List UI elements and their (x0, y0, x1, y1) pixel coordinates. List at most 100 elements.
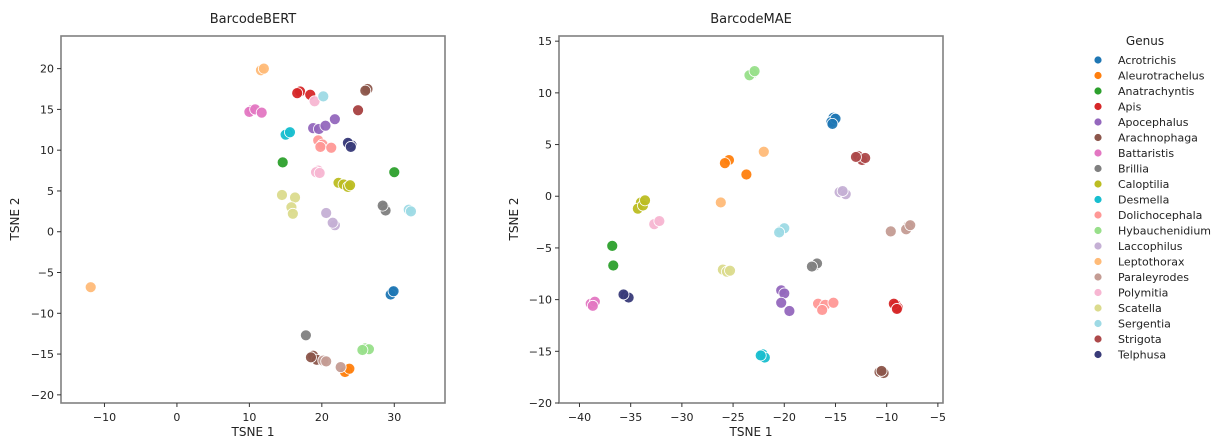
point-paraleyrodes (334, 361, 347, 374)
legend-marker-telphusa (1094, 350, 1102, 359)
point-paraleyrodes (904, 219, 917, 232)
y-axis-label: TSNE 2 (8, 198, 22, 242)
x-tick-label: 10 (242, 411, 256, 424)
y-tick-label: 15 (538, 35, 552, 48)
y-tick-label: −20 (31, 389, 54, 402)
point-desmella (284, 126, 296, 139)
point-apis (891, 303, 903, 315)
legend-label-anatrachyntis: Anatrachyntis (1118, 85, 1195, 98)
y-tick-label: 5 (47, 185, 54, 198)
point-anatrachyntis (276, 156, 289, 169)
legend-label-dolichocephala: Dolichocephala (1118, 209, 1202, 222)
legend: Genus Acrotrichis Aleurotrachelus Anatrach… (1094, 34, 1211, 362)
point-strigota (850, 151, 862, 163)
x-tick-label: 30 (387, 411, 401, 424)
legend-label-apis: Apis (1118, 101, 1142, 114)
point-telphusa (344, 141, 357, 153)
y-tick-label: 0 (47, 226, 54, 239)
legend-marker-strigota (1094, 335, 1102, 343)
x-tick-label: −20 (773, 411, 796, 424)
legend-marker-leptothorax (1094, 257, 1102, 266)
point-leptothorax (757, 145, 770, 158)
point-laccophilus (836, 185, 849, 197)
point-aleurotrachelus (740, 168, 753, 181)
y-tick-label: −10 (529, 294, 552, 307)
legend-label-hybauchenidium: Hybauchenidium (1118, 225, 1211, 238)
point-laccophilus (320, 207, 333, 219)
x-tick-label: −5 (930, 411, 946, 424)
y-tick-label: 20 (40, 63, 54, 76)
legend-marker-paraleyrodes (1094, 273, 1102, 281)
point-leptothorax (257, 62, 270, 75)
legend-marker-desmella (1094, 195, 1102, 204)
legend-marker-aleurotrachelus (1094, 71, 1102, 80)
x-tick-label: −40 (568, 411, 591, 424)
point-arachnophaga (305, 351, 317, 364)
y-axis-ticks: −20 −15 −10 −5 0 5 10 15 20 (31, 63, 61, 402)
legend-title: Genus (1126, 34, 1164, 48)
point-telphusa (617, 288, 630, 301)
point-anatrachyntis (388, 166, 401, 179)
legend-label-strigota: Strigota (1118, 333, 1162, 346)
legend-marker-polymitia (1094, 288, 1102, 297)
point-dolichocephala (827, 296, 840, 309)
scatter-points (584, 65, 917, 379)
x-axis-ticks: −10 0 10 20 30 (93, 403, 401, 424)
y-tick-label: 10 (538, 87, 552, 100)
point-apis (291, 87, 304, 99)
y-axis-ticks: −20 −15 −10 −5 0 5 10 15 (529, 35, 559, 410)
point-anatrachyntis (607, 259, 620, 272)
point-apocephalus (328, 113, 341, 126)
x-axis-ticks: −40 −35 −30 −25 −20 −15 −10 −5 (568, 403, 946, 424)
y-tick-label: −10 (31, 307, 54, 320)
legend-label-leptothorax: Leptothorax (1118, 256, 1185, 269)
x-tick-label: 0 (173, 411, 180, 424)
point-scatella (289, 191, 301, 204)
point-apocephalus (783, 305, 796, 317)
point-dolichocephala (816, 304, 829, 316)
y-tick-label: −15 (31, 348, 54, 361)
y-tick-label: −5 (38, 267, 54, 280)
point-sergentia (405, 205, 417, 218)
point-arachnophaga (359, 84, 372, 97)
y-tick-label: 15 (40, 103, 54, 116)
point-polymitia (313, 167, 326, 179)
x-tick-label: 20 (315, 411, 329, 424)
legend-label-desmella: Desmella (1118, 194, 1169, 207)
point-battaristis (586, 299, 599, 312)
y-tick-label: −5 (536, 242, 552, 255)
legend-label-paraleyrodes: Paraleyrodes (1118, 271, 1189, 284)
legend-marker-laccophilus (1094, 242, 1102, 250)
y-tick-label: −15 (529, 345, 552, 358)
point-brillia (806, 260, 818, 273)
point-battaristis (255, 106, 268, 119)
point-acrotrichis (826, 117, 839, 130)
point-caloptilia (639, 194, 651, 207)
x-tick-label: −10 (93, 411, 116, 424)
legend-marker-arachnophaga (1094, 133, 1102, 142)
point-brillia (376, 199, 389, 212)
y-tick-label: 10 (40, 144, 54, 157)
legend-marker-scatella (1094, 304, 1102, 312)
point-sergentia (773, 226, 786, 239)
chart-barcodebert: BarcodeBERT −10 0 10 20 30 −20 −15 −10 −5 0 5 10 15… (8, 12, 446, 437)
point-scatella (724, 264, 736, 277)
legend-marker-brillia (1094, 164, 1102, 173)
point-arachnophaga (875, 365, 888, 377)
point-polymitia (653, 215, 666, 227)
legend-marker-apocephalus (1094, 118, 1102, 126)
x-tick-label: −30 (670, 411, 693, 424)
x-axis-label: TSNE 1 (231, 425, 275, 437)
y-tick-label: −20 (529, 397, 552, 410)
y-tick-label: 5 (545, 139, 552, 152)
legend-label-arachnophaga: Arachnophaga (1118, 132, 1198, 145)
point-acrotrichis (387, 285, 400, 298)
legend-label-laccophilus: Laccophilus (1118, 240, 1183, 253)
plot-frame (60, 35, 446, 404)
legend-label-apocephalus: Apocephalus (1118, 116, 1189, 129)
legend-label-battaristis: Battaristis (1118, 147, 1174, 160)
x-tick-label: −15 (824, 411, 847, 424)
legend-label-aleurotrachelus: Aleurotrachelus (1118, 70, 1205, 83)
point-caloptilia (344, 179, 356, 192)
